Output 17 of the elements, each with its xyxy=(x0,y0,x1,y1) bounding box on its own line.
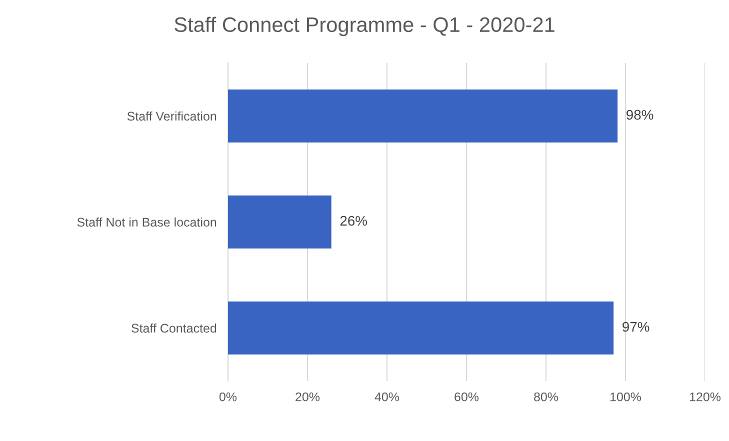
bar xyxy=(228,302,614,354)
y-tick-label: Staff Contacted xyxy=(132,323,216,333)
x-tick-label: 60% xyxy=(454,392,479,402)
x-tick-label: 20% xyxy=(296,392,320,402)
x-tick-label: 80% xyxy=(534,392,558,402)
y-tick-label: Staff Verification xyxy=(127,111,216,121)
bar xyxy=(228,196,332,248)
x-tick-label: 0% xyxy=(219,392,237,402)
x-tick-label: 120% xyxy=(690,392,721,402)
bar xyxy=(228,90,618,142)
y-tick-label: Staff Not in Base location xyxy=(77,217,216,227)
data-label: 26% xyxy=(340,216,367,226)
data-label: 97% xyxy=(622,322,650,332)
chart-title: Staff Connect Programme - Q1 - 2020-21 xyxy=(174,16,554,36)
x-tick-label: 40% xyxy=(374,392,400,402)
data-label: 98% xyxy=(626,110,654,120)
x-tick-label: 100% xyxy=(610,392,642,402)
